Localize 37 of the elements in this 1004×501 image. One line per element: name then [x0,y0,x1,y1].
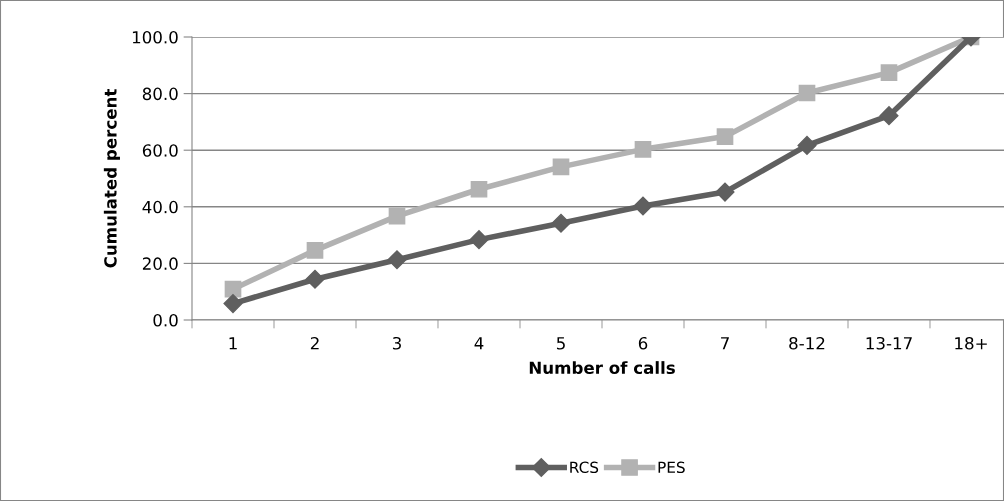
y-tick-label: 40.0 [142,200,178,214]
x-tick-label: 7 [721,337,729,350]
x-axis-title: Number of calls [529,361,675,375]
point [633,196,653,216]
point [387,250,407,270]
point [388,207,406,225]
x-tick-label: 4 [474,337,484,350]
y-tick-label: 100.0 [132,30,178,44]
point [306,242,324,259]
point [470,180,488,198]
y-tick-label: 80.0 [142,87,178,101]
x-tick-label: 2 [310,336,319,350]
x-tick-label: 6 [638,336,648,350]
x-tick-label: 13-17 [866,336,912,350]
legend-label: RCS [570,461,599,474]
y-tick-label: 20.0 [142,257,178,270]
x-tick-label: 18+ [955,336,987,350]
y-tick-label: 60.0 [142,144,178,157]
point [880,64,898,81]
y-axis-title: Cumulated percent [103,89,120,268]
point [798,84,816,102]
y-tick-label: 0.0 [153,313,178,327]
point [634,141,652,158]
point [223,294,243,314]
point [305,269,325,289]
point [715,182,735,202]
point [797,135,817,155]
x-tick-label: 8-12 [789,336,825,350]
legend-label: PES [658,461,685,474]
x-tick-label: 1 [229,337,237,350]
x-tick-label: 5 [556,337,565,350]
point [879,106,899,126]
point [716,128,734,145]
x-tick-label: 3 [392,336,401,350]
point [552,158,570,176]
point [551,213,571,233]
point [469,230,489,250]
